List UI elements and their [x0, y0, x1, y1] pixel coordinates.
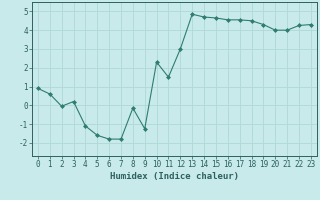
X-axis label: Humidex (Indice chaleur): Humidex (Indice chaleur) [110, 172, 239, 181]
